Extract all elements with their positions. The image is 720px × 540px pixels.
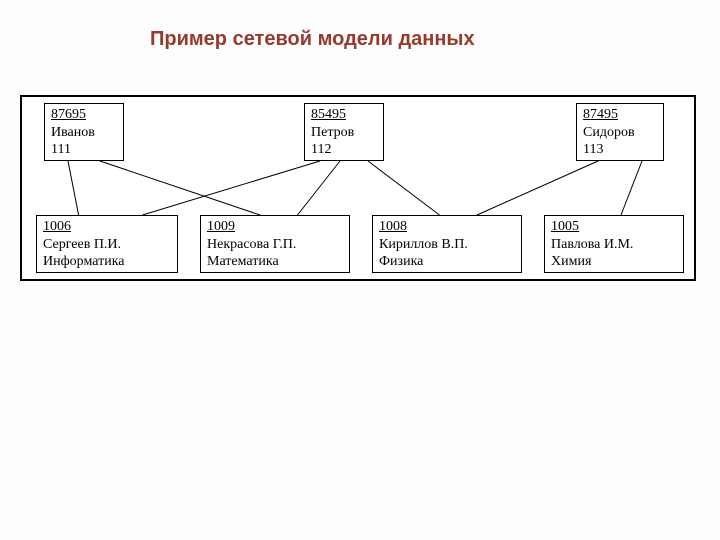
node-id: 87695 bbox=[51, 106, 117, 124]
diagram-node: 87695Иванов111 bbox=[44, 103, 124, 161]
node-line3: Математика bbox=[207, 253, 343, 271]
node-line2: Иванов bbox=[51, 124, 117, 142]
node-id: 1006 bbox=[43, 218, 171, 236]
diagram-edge bbox=[477, 161, 598, 215]
node-line2: Петров bbox=[311, 124, 377, 142]
diagram-node: 1009Некрасова Г.П.Математика bbox=[200, 215, 350, 273]
node-line3: 113 bbox=[583, 141, 657, 159]
diagram-edge bbox=[368, 161, 440, 215]
node-id: 1008 bbox=[379, 218, 515, 236]
page-title: Пример сетевой модели данных bbox=[150, 28, 475, 51]
node-id: 1005 bbox=[551, 218, 677, 236]
node-line3: Информатика bbox=[43, 253, 171, 271]
diagram-edge bbox=[68, 161, 79, 215]
diagram-panel: 87695Иванов111 85495Петров112 87495Сидоров… bbox=[20, 95, 696, 281]
diagram-node: 1008Кириллов В.П.Физика bbox=[372, 215, 522, 273]
diagram-node: 1005Павлова И.М.Химия bbox=[544, 215, 684, 273]
node-id: 1009 bbox=[207, 218, 343, 236]
node-line2: Некрасова Г.П. bbox=[207, 236, 343, 254]
diagram-edge bbox=[621, 161, 642, 215]
node-line3: Физика bbox=[379, 253, 515, 271]
node-id: 85495 bbox=[311, 106, 377, 124]
node-line3: 111 bbox=[51, 141, 117, 159]
node-id: 87495 bbox=[583, 106, 657, 124]
page-root: Пример сетевой модели данных 87695Иванов… bbox=[0, 0, 720, 540]
diagram-node: 87495Сидоров113 bbox=[576, 103, 664, 161]
node-line2: Кириллов В.П. bbox=[379, 236, 515, 254]
diagram-node: 85495Петров112 bbox=[304, 103, 384, 161]
node-line2: Сидоров bbox=[583, 124, 657, 142]
node-line3: 112 bbox=[311, 141, 377, 159]
node-line2: Павлова И.М. bbox=[551, 236, 677, 254]
node-line2: Сергеев П.И. bbox=[43, 236, 171, 254]
diagram-edge bbox=[298, 161, 341, 215]
node-line3: Химия bbox=[551, 253, 677, 271]
diagram-node: 1006Сергеев П.И.Информатика bbox=[36, 215, 178, 273]
diagram-edge bbox=[143, 161, 321, 215]
diagram-edge bbox=[100, 161, 260, 215]
